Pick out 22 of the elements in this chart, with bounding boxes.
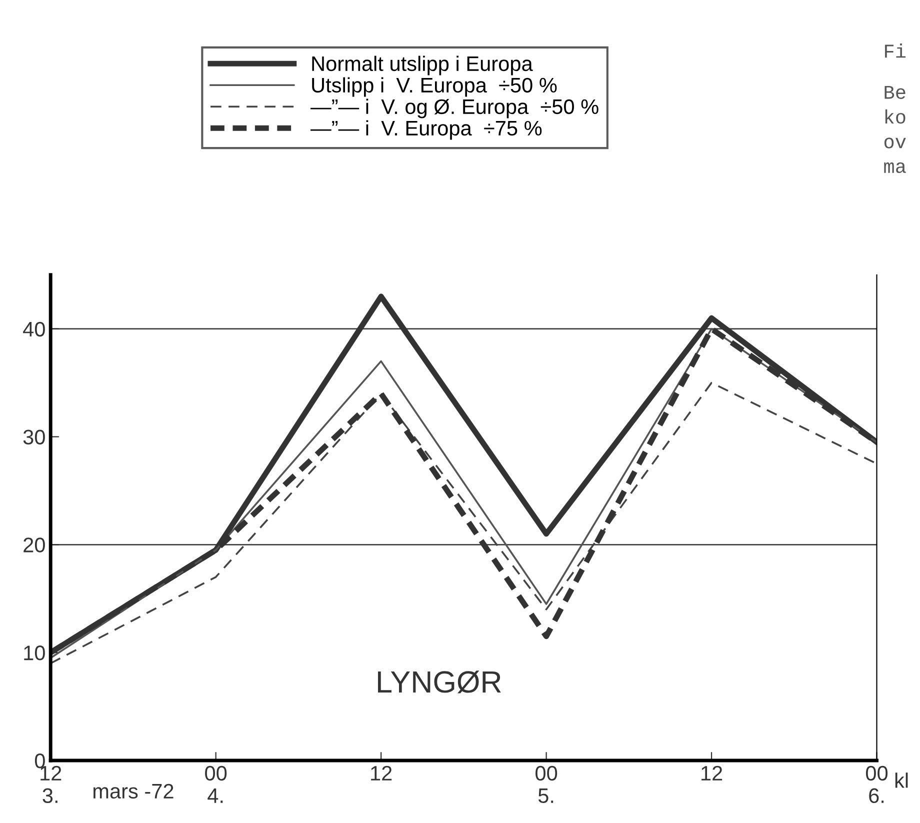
line-series [50, 382, 877, 664]
legend-label: —”— i V. og Ø. Europa ÷50 % [310, 98, 598, 118]
text: Fi [885, 44, 906, 58]
x-axis-title: kl [895, 772, 908, 788]
x-tick-label: 00 4. [205, 766, 227, 803]
x-tick-label: 12 [702, 766, 722, 780]
annotation: LYNGØR [378, 670, 501, 694]
y-tick-label: 10 [24, 646, 45, 660]
x-tick-label: 00 6. [866, 766, 888, 804]
y-tick-label: 30 [23, 430, 45, 444]
legend-label: —”— i V. Europa ÷75 % [310, 120, 542, 140]
text: ov [884, 138, 906, 148]
text: Be [884, 86, 906, 99]
legend-label: Utslipp i V. Europa ÷50 % [312, 77, 557, 97]
text: mars -72 [94, 784, 174, 799]
x-tick-label: 00 5. [536, 766, 558, 804]
x-tick-label: 12 [371, 766, 392, 780]
y-tick-label: 20 [24, 538, 45, 552]
y-tick-label: 40 [23, 322, 45, 337]
text: ma [884, 162, 906, 174]
text: ko [885, 109, 906, 124]
legend-label: Normalt utslipp i Europa [312, 56, 533, 76]
